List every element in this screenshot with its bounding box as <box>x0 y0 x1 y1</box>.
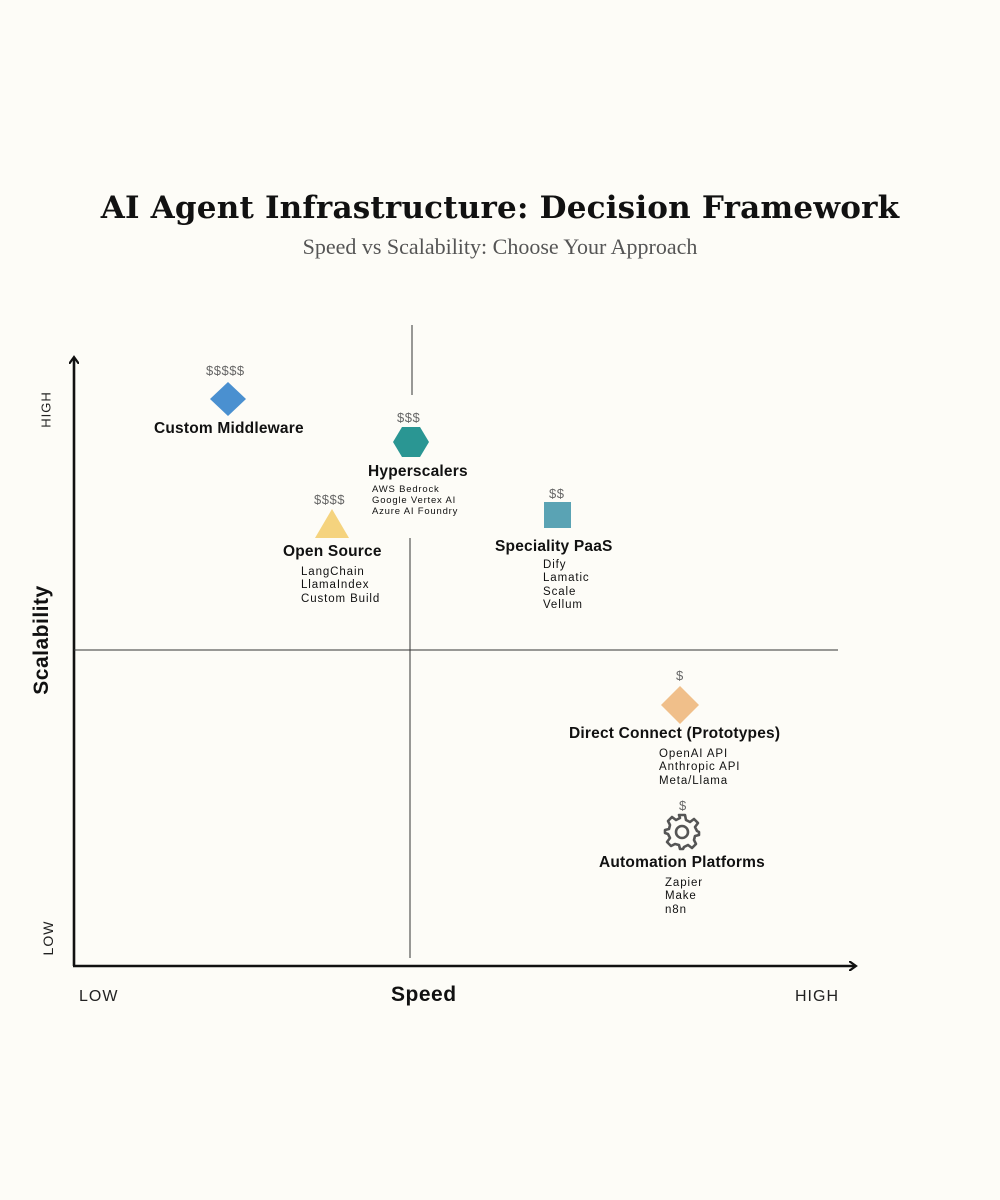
x-axis-title: Speed <box>391 983 457 1006</box>
list-item: Vellum <box>543 598 583 611</box>
list-item: Anthropic API <box>659 761 741 774</box>
option-items-speciality-paas: Dify Lamatic Scale Vellum <box>543 559 590 612</box>
list-item: Make <box>665 890 697 903</box>
square-icon <box>544 502 571 528</box>
page-title: AI Agent Infrastructure: Decision Framew… <box>100 190 900 226</box>
list-item: Google Vertex AI <box>372 495 457 506</box>
option-items-open-source: LangChain LlamaIndex Custom Build <box>301 566 380 606</box>
list-item: AWS Bedrock <box>372 484 440 495</box>
list-item: OpenAI API <box>659 748 729 760</box>
price-tag: $$$ <box>397 410 421 425</box>
list-item: Custom Build <box>301 592 381 605</box>
list-item: n8n <box>665 903 687 916</box>
page-subtitle: Speed vs Scalability: Choose Your Approa… <box>302 234 698 259</box>
price-tag: $$$$ <box>314 492 345 507</box>
option-items-automation-platforms: Zapier Make n8n <box>665 877 703 917</box>
y-axis-title: Scalability <box>30 585 53 695</box>
option-label-direct-connect: Direct Connect (Prototypes) <box>569 725 781 742</box>
option-items-direct-connect: OpenAI API Anthropic API Meta/Llama <box>659 748 740 788</box>
list-item: LangChain <box>301 566 365 578</box>
diamond-icon <box>661 686 699 724</box>
price-tag: $$$$$ <box>206 363 245 378</box>
list-item: LlamaIndex <box>301 579 370 592</box>
list-item: Scale <box>543 585 577 598</box>
option-label-speciality-paas: Speciality PaaS <box>495 538 613 555</box>
gear-icon <box>663 813 701 851</box>
diamond-icon <box>210 382 246 416</box>
option-label-automation-platforms: Automation Platforms <box>599 854 765 871</box>
list-item: Zapier <box>665 877 703 889</box>
price-tag: $ <box>679 798 687 813</box>
x-axis-high-label: HIGH <box>795 988 839 1005</box>
list-item: Meta/Llama <box>659 774 729 787</box>
list-item: Lamatic <box>543 572 590 585</box>
hexagon-icon <box>393 427 429 457</box>
option-label-open-source: Open Source <box>283 543 382 560</box>
price-tag: $$ <box>549 486 565 501</box>
y-axis-high-label: HIGH <box>38 391 54 428</box>
list-item: Azure AI Foundry <box>372 506 459 517</box>
option-label-custom-middleware: Custom Middleware <box>154 420 304 437</box>
option-items-hyperscalers: AWS Bedrock Google Vertex AI Azure AI Fo… <box>372 484 458 517</box>
price-tag: $ <box>676 668 684 683</box>
x-axis-low-label: LOW <box>79 988 119 1005</box>
y-axis-low-label: LOW <box>40 920 56 956</box>
option-label-hyperscalers: Hyperscalers <box>368 463 468 480</box>
list-item: Dify <box>543 559 567 571</box>
triangle-icon <box>315 509 349 538</box>
